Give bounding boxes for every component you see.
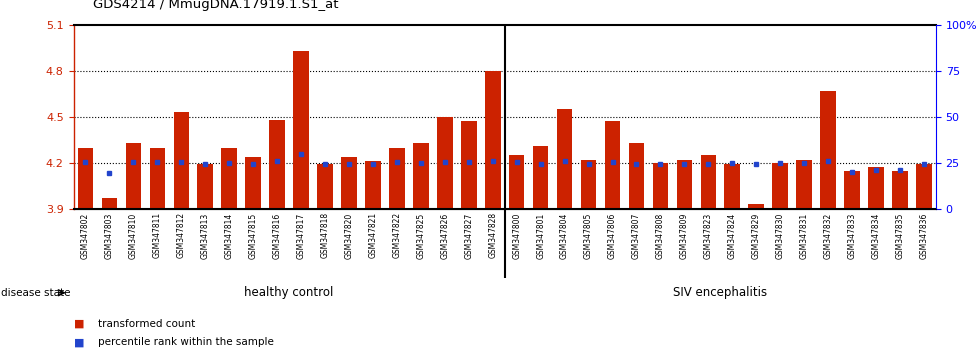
Bar — [389, 148, 405, 209]
Text: GSM347812: GSM347812 — [176, 212, 186, 258]
Text: GSM347825: GSM347825 — [416, 212, 425, 258]
Bar — [797, 160, 811, 209]
Bar — [916, 164, 932, 209]
Text: GSM347835: GSM347835 — [896, 212, 905, 259]
Bar — [653, 163, 668, 209]
Text: ■: ■ — [74, 319, 84, 329]
Bar — [461, 121, 476, 209]
Bar — [581, 160, 596, 209]
Text: GSM347808: GSM347808 — [656, 212, 664, 258]
Bar — [318, 164, 333, 209]
Text: GSM347820: GSM347820 — [345, 212, 354, 258]
Bar — [628, 143, 644, 209]
Bar — [749, 204, 764, 209]
Text: GSM347816: GSM347816 — [272, 212, 281, 258]
Bar — [293, 51, 309, 209]
Text: GSM347821: GSM347821 — [368, 212, 377, 258]
Text: GSM347830: GSM347830 — [776, 212, 785, 259]
Bar — [150, 148, 165, 209]
Bar — [820, 91, 836, 209]
Text: GSM347828: GSM347828 — [488, 212, 497, 258]
Text: GSM347817: GSM347817 — [297, 212, 306, 258]
Text: transformed count: transformed count — [98, 319, 195, 329]
Bar — [197, 164, 213, 209]
Bar — [509, 155, 524, 209]
Text: GSM347822: GSM347822 — [392, 212, 402, 258]
Text: GSM347832: GSM347832 — [823, 212, 833, 258]
Text: GSM347826: GSM347826 — [440, 212, 449, 258]
Text: GSM347831: GSM347831 — [800, 212, 808, 258]
Bar — [366, 161, 380, 209]
Bar — [892, 171, 907, 209]
Text: GSM347802: GSM347802 — [81, 212, 90, 258]
Text: SIV encephalitis: SIV encephalitis — [673, 286, 767, 299]
Bar — [701, 155, 716, 209]
Bar — [221, 148, 237, 209]
Text: GDS4214 / MmugDNA.17919.1.S1_at: GDS4214 / MmugDNA.17919.1.S1_at — [93, 0, 339, 11]
Bar — [125, 143, 141, 209]
Text: GSM347833: GSM347833 — [848, 212, 857, 259]
Bar — [844, 171, 859, 209]
Text: GSM347811: GSM347811 — [153, 212, 162, 258]
Bar — [437, 117, 453, 209]
Bar — [724, 164, 740, 209]
Bar — [270, 120, 285, 209]
Text: GSM347813: GSM347813 — [201, 212, 210, 258]
Text: GSM347806: GSM347806 — [608, 212, 617, 259]
Text: GSM347818: GSM347818 — [320, 212, 329, 258]
Bar — [102, 198, 118, 209]
Bar — [245, 157, 261, 209]
Bar — [868, 167, 884, 209]
Text: GSM347805: GSM347805 — [584, 212, 593, 259]
Text: GSM347800: GSM347800 — [513, 212, 521, 259]
Bar — [533, 146, 549, 209]
Text: GSM347829: GSM347829 — [752, 212, 760, 258]
Text: GSM347834: GSM347834 — [871, 212, 880, 259]
Text: disease state: disease state — [1, 288, 71, 298]
Text: GSM347804: GSM347804 — [561, 212, 569, 259]
Text: GSM347809: GSM347809 — [680, 212, 689, 259]
Text: ■: ■ — [74, 337, 84, 348]
Bar — [77, 148, 93, 209]
Bar — [173, 112, 189, 209]
Text: GSM347801: GSM347801 — [536, 212, 545, 258]
Bar — [557, 109, 572, 209]
Text: healthy control: healthy control — [244, 286, 334, 299]
Text: GSM347807: GSM347807 — [632, 212, 641, 259]
Bar — [485, 71, 501, 209]
Bar — [341, 157, 357, 209]
Text: GSM347814: GSM347814 — [224, 212, 233, 258]
Text: GSM347815: GSM347815 — [249, 212, 258, 258]
Bar — [413, 143, 428, 209]
Bar — [772, 163, 788, 209]
Bar — [605, 121, 620, 209]
Text: GSM347827: GSM347827 — [465, 212, 473, 258]
Text: GSM347824: GSM347824 — [728, 212, 737, 258]
Text: GSM347803: GSM347803 — [105, 212, 114, 259]
Text: GSM347810: GSM347810 — [129, 212, 138, 258]
Bar — [676, 160, 692, 209]
Text: GSM347823: GSM347823 — [704, 212, 712, 258]
Text: GSM347836: GSM347836 — [919, 212, 928, 259]
Text: percentile rank within the sample: percentile rank within the sample — [98, 337, 273, 348]
